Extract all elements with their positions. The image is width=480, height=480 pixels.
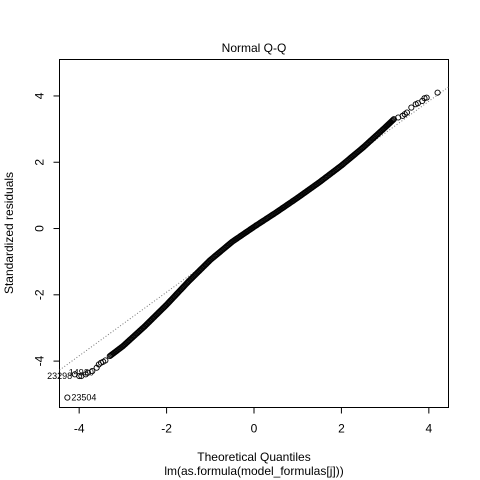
x-axis-label: Theoretical Quantiles [197, 450, 310, 464]
y-tick-label: 4 [33, 92, 47, 99]
qq-tail-point [434, 89, 441, 96]
x-axis: -4 -2 0 2 4 [74, 407, 432, 436]
point-annotation: 23298 [47, 371, 72, 381]
qq-tail-point [76, 372, 83, 380]
x-tick-label: 2 [338, 422, 345, 436]
qq-tail-point [89, 367, 96, 375]
x-tick-label: -4 [74, 422, 85, 436]
x-axis-sublabel: lm(as.formula(model_formulas[j])) [164, 464, 343, 478]
qq-tail-point [423, 94, 430, 101]
x-tick-label: 4 [425, 422, 432, 436]
y-tick-label: -2 [33, 289, 47, 300]
qq-tail-point [403, 109, 411, 116]
y-axis: -4 -2 0 2 4 [33, 92, 60, 366]
x-tick-label: 0 [251, 422, 258, 436]
qq-point [390, 116, 397, 123]
y-axis-label: Standardized residuals [2, 172, 16, 294]
qq-point [389, 117, 396, 124]
chart-title: Normal Q-Q [222, 41, 287, 55]
point-annotation: 14930 [69, 367, 94, 377]
qq-tail-point [408, 104, 415, 111]
y-tick-label: -4 [33, 355, 47, 366]
y-tick-label: 0 [33, 225, 47, 232]
point-annotation: 23504 [71, 393, 96, 403]
qq-tail-point [102, 357, 109, 364]
y-tick-label: 2 [33, 159, 47, 166]
plot-frame [59, 59, 449, 408]
qq-tail-point [64, 394, 71, 401]
x-tick-label: -2 [161, 422, 172, 436]
